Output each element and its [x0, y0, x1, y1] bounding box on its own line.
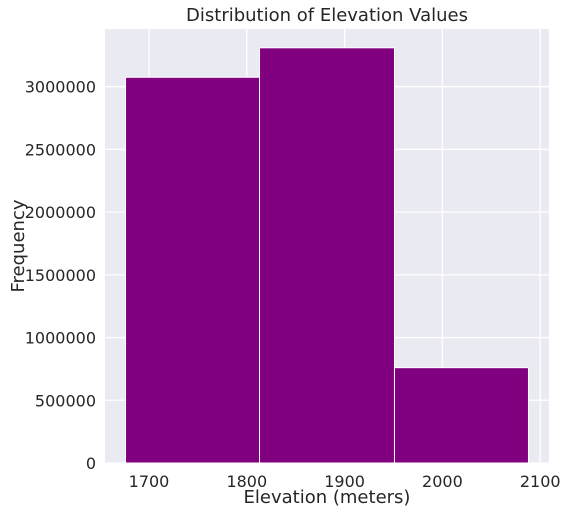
y-tick-label: 2500000: [25, 140, 96, 159]
y-tick-label: 2000000: [25, 203, 96, 222]
histogram-bar: [125, 76, 261, 464]
y-axis-label: Frequency: [8, 199, 29, 292]
x-tick-label: 1800: [226, 472, 267, 491]
y-tick-label: 500000: [35, 391, 96, 410]
y-tick-label: 1500000: [25, 266, 96, 285]
y-tick-label: 1000000: [25, 329, 96, 348]
y-tick-label: 0: [86, 454, 96, 473]
x-axis-ticks: 1700 1800 1900 2000 2100: [129, 472, 561, 491]
x-axis-label: Elevation (meters): [244, 487, 411, 508]
y-tick-label: 3000000: [25, 78, 96, 97]
histogram-bars: [125, 47, 529, 464]
x-tick-label: 2100: [520, 472, 561, 491]
y-axis-ticks: 0 500000 1000000 1500000 2000000 2500000 30000…: [25, 78, 96, 473]
histogram-bar: [259, 47, 395, 464]
x-tick-label: 2000: [422, 472, 463, 491]
x-tick-label: 1900: [324, 472, 365, 491]
chart-title: Distribution of Elevation Values: [186, 5, 468, 26]
histogram-bar: [393, 367, 529, 464]
x-tick-label: 1700: [129, 472, 170, 491]
